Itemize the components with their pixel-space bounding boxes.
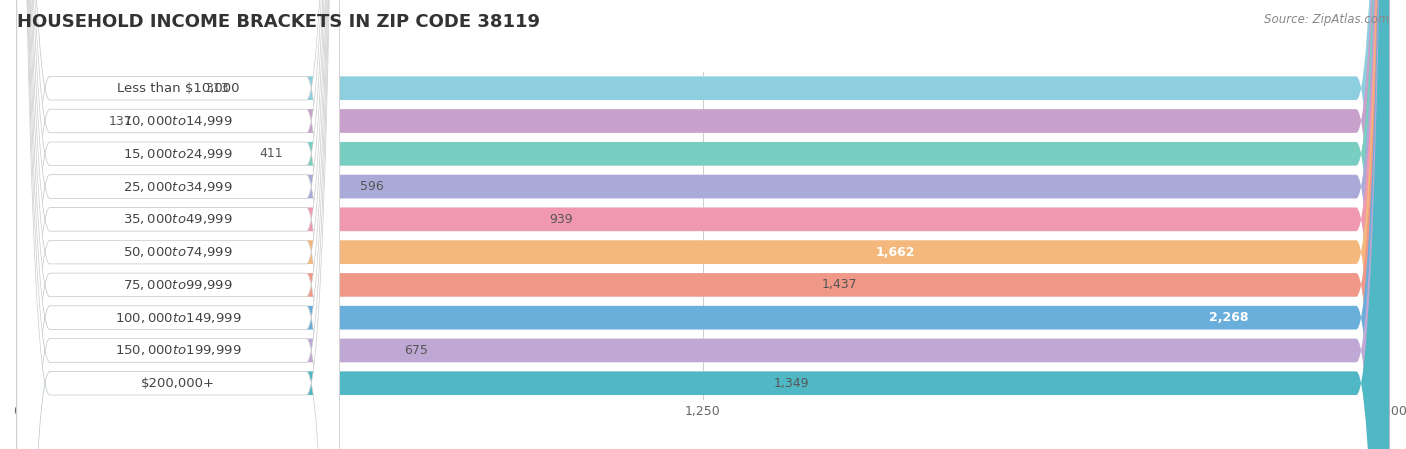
FancyBboxPatch shape bbox=[17, 0, 1389, 449]
FancyBboxPatch shape bbox=[17, 0, 339, 449]
Text: $200,000+: $200,000+ bbox=[141, 377, 215, 390]
Text: 596: 596 bbox=[360, 180, 384, 193]
FancyBboxPatch shape bbox=[17, 0, 1389, 449]
FancyBboxPatch shape bbox=[17, 0, 339, 449]
FancyBboxPatch shape bbox=[17, 0, 1389, 449]
FancyBboxPatch shape bbox=[17, 0, 1389, 449]
Text: $50,000 to $74,999: $50,000 to $74,999 bbox=[124, 245, 233, 259]
Text: 137: 137 bbox=[108, 114, 132, 128]
FancyBboxPatch shape bbox=[17, 0, 1389, 449]
Text: $35,000 to $49,999: $35,000 to $49,999 bbox=[124, 212, 233, 226]
FancyBboxPatch shape bbox=[17, 0, 1389, 449]
FancyBboxPatch shape bbox=[17, 0, 1389, 449]
FancyBboxPatch shape bbox=[17, 0, 1389, 449]
Text: $75,000 to $99,999: $75,000 to $99,999 bbox=[124, 278, 233, 292]
FancyBboxPatch shape bbox=[17, 0, 339, 449]
FancyBboxPatch shape bbox=[17, 0, 1389, 449]
FancyBboxPatch shape bbox=[17, 0, 1389, 449]
FancyBboxPatch shape bbox=[17, 0, 1389, 449]
FancyBboxPatch shape bbox=[17, 0, 1389, 449]
Text: 675: 675 bbox=[404, 344, 427, 357]
FancyBboxPatch shape bbox=[17, 0, 1389, 449]
FancyBboxPatch shape bbox=[17, 0, 1389, 449]
FancyBboxPatch shape bbox=[17, 0, 339, 449]
FancyBboxPatch shape bbox=[17, 0, 1389, 449]
Text: 1,662: 1,662 bbox=[876, 246, 915, 259]
Text: 411: 411 bbox=[259, 147, 283, 160]
FancyBboxPatch shape bbox=[17, 0, 339, 449]
Text: $150,000 to $199,999: $150,000 to $199,999 bbox=[115, 343, 242, 357]
Text: 1,349: 1,349 bbox=[773, 377, 810, 390]
Text: $15,000 to $24,999: $15,000 to $24,999 bbox=[124, 147, 233, 161]
FancyBboxPatch shape bbox=[17, 0, 1389, 449]
FancyBboxPatch shape bbox=[17, 0, 1389, 449]
FancyBboxPatch shape bbox=[17, 0, 339, 449]
FancyBboxPatch shape bbox=[17, 0, 339, 449]
FancyBboxPatch shape bbox=[17, 0, 1389, 449]
Text: Less than $10,000: Less than $10,000 bbox=[117, 82, 239, 95]
Text: 1,437: 1,437 bbox=[823, 278, 858, 291]
Text: 313: 313 bbox=[205, 82, 229, 95]
Text: 2,268: 2,268 bbox=[1209, 311, 1249, 324]
Text: 939: 939 bbox=[548, 213, 572, 226]
FancyBboxPatch shape bbox=[17, 0, 1389, 449]
FancyBboxPatch shape bbox=[17, 0, 1389, 449]
Text: Source: ZipAtlas.com: Source: ZipAtlas.com bbox=[1264, 13, 1389, 26]
FancyBboxPatch shape bbox=[17, 0, 339, 449]
FancyBboxPatch shape bbox=[17, 0, 339, 449]
FancyBboxPatch shape bbox=[17, 0, 339, 449]
Text: HOUSEHOLD INCOME BRACKETS IN ZIP CODE 38119: HOUSEHOLD INCOME BRACKETS IN ZIP CODE 38… bbox=[17, 13, 540, 31]
Text: $10,000 to $14,999: $10,000 to $14,999 bbox=[124, 114, 233, 128]
Text: $25,000 to $34,999: $25,000 to $34,999 bbox=[124, 180, 233, 194]
Text: $100,000 to $149,999: $100,000 to $149,999 bbox=[115, 311, 242, 325]
